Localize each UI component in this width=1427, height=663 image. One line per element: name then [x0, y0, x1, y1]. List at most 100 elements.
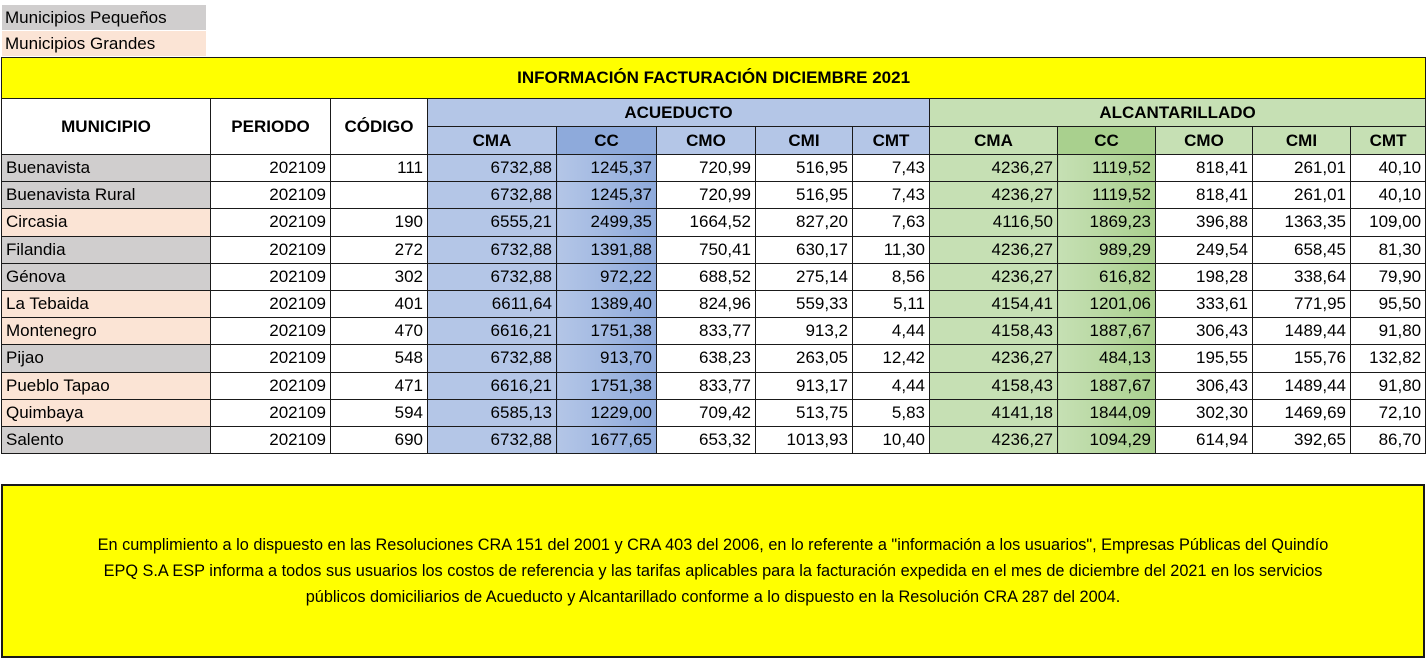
- cell-alcantarillado-cma: 4236,27: [929, 181, 1058, 210]
- cell-acueducto-cmo: 1664,52: [656, 208, 756, 237]
- cell-acueducto-cmt: 4,44: [852, 317, 930, 346]
- cell-alcantarillado-cma: 4236,27: [929, 153, 1058, 183]
- cell-acueducto-cmt: 11,30: [852, 235, 930, 264]
- cell-acueducto-cc: 1751,38: [556, 317, 657, 346]
- cell-acueducto-cmi: 827,20: [755, 208, 853, 237]
- cell-alcantarillado-cc: 616,82: [1057, 262, 1156, 291]
- cell-alcantarillado-cc: 1869,23: [1057, 208, 1156, 237]
- table-row: Montenegro 202109 470 6616,21 1751,38 833,77 9…: [1, 317, 1427, 346]
- cell-alcantarillado-cc: 1887,67: [1057, 371, 1156, 400]
- cell-municipio: Montenegro: [1, 317, 211, 346]
- cell-municipio: Pijao: [1, 344, 211, 373]
- cell-codigo: 471: [330, 371, 428, 400]
- table-row: Pueblo Tapao 202109 471 6616,21 1751,38 833,7…: [1, 371, 1427, 400]
- cell-periodo: 202109: [210, 425, 331, 455]
- cell-periodo: 202109: [210, 208, 331, 237]
- cell-acueducto-cmt: 5,83: [852, 398, 930, 427]
- cell-acueducto-cmi: 513,75: [755, 398, 853, 427]
- cell-acueducto-cmt: 5,11: [852, 289, 930, 319]
- legend-large-municipalities: Municipios Grandes: [2, 31, 206, 56]
- cell-alcantarillado-cc: 1887,67: [1057, 317, 1156, 346]
- cell-periodo: 202109: [210, 235, 331, 264]
- cell-alcantarillado-cmi: 658,45: [1252, 235, 1351, 264]
- header-alcantarillado: ALCANTARILLADO: [928, 98, 1427, 127]
- cell-acueducto-cc: 1245,37: [556, 153, 657, 183]
- cell-acueducto-cmi: 630,17: [755, 235, 853, 264]
- cell-alcantarillado-cmi: 1469,69: [1252, 398, 1351, 427]
- cell-alcantarillado-cc: 1119,52: [1057, 181, 1156, 210]
- cell-acueducto-cmi: 559,33: [755, 289, 853, 319]
- cell-alcantarillado-cc: 989,29: [1057, 235, 1156, 264]
- cell-alcantarillado-cma: 4236,27: [929, 425, 1058, 455]
- cell-codigo: 302: [330, 262, 428, 291]
- cell-alcantarillado-cmo: 333,61: [1155, 289, 1253, 319]
- cell-periodo: 202109: [210, 344, 331, 373]
- header-alcantarillado-cmt: CMT: [1349, 126, 1427, 155]
- cell-municipio: Génova: [1, 262, 211, 291]
- cell-municipio: Buenavista: [1, 153, 211, 183]
- cell-codigo: 111: [330, 153, 428, 183]
- cell-periodo: 202109: [210, 262, 331, 291]
- table-row: Filandia 202109 272 6732,88 1391,88 750,41 630…: [1, 235, 1427, 264]
- cell-acueducto-cmi: 263,05: [755, 344, 853, 373]
- cell-acueducto-cma: 6616,21: [427, 371, 557, 400]
- cell-alcantarillado-cmi: 338,64: [1252, 262, 1351, 291]
- cell-alcantarillado-cmo: 302,30: [1155, 398, 1253, 427]
- cell-alcantarillado-cmo: 306,43: [1155, 371, 1253, 400]
- cell-acueducto-cc: 1391,88: [556, 235, 657, 264]
- cell-alcantarillado-cc: 1119,52: [1057, 153, 1156, 183]
- cell-alcantarillado-cmt: 86,70: [1349, 425, 1427, 455]
- cell-alcantarillado-cma: 4236,27: [929, 262, 1058, 291]
- table-row: Génova 202109 302 6732,88 972,22 688,52 275,14…: [1, 262, 1427, 291]
- header-acueducto-cc: CC: [556, 126, 657, 155]
- cell-acueducto-cmt: 7,43: [852, 153, 930, 183]
- header-acueducto-cmo: CMO: [656, 126, 756, 155]
- legend-small-municipalities: Municipios Pequeños: [2, 5, 206, 30]
- cell-alcantarillado-cmi: 261,01: [1252, 153, 1351, 183]
- cell-periodo: 202109: [210, 398, 331, 427]
- cell-acueducto-cmt: 7,43: [852, 181, 930, 210]
- cell-alcantarillado-cmt: 91,80: [1349, 371, 1427, 400]
- table-row: Buenavista Rural 202109 6732,88 1245,37 720,…: [1, 181, 1427, 210]
- cell-codigo: [330, 181, 428, 210]
- billing-table: INFORMACIÓN FACTURACIÓN DICIEMBRE 2021 M…: [0, 57, 1427, 455]
- cell-municipio: Buenavista Rural: [1, 181, 211, 210]
- cell-acueducto-cmi: 913,2: [755, 317, 853, 346]
- header-alcantarillado-cma: CMA: [929, 126, 1058, 155]
- cell-municipio: Quimbaya: [1, 398, 211, 427]
- cell-acueducto-cc: 1245,37: [556, 181, 657, 210]
- header-alcantarillado-cmi: CMI: [1252, 126, 1351, 155]
- cell-acueducto-cmi: 913,17: [755, 371, 853, 400]
- cell-municipio: Circasia: [1, 208, 211, 237]
- cell-acueducto-cma: 6616,21: [427, 317, 557, 346]
- notice-line: En cumplimiento a lo dispuesto en las Re…: [97, 536, 1329, 554]
- cell-periodo: 202109: [210, 181, 331, 210]
- cell-codigo: 272: [330, 235, 428, 264]
- cell-acueducto-cmt: 4,44: [852, 371, 930, 400]
- cell-acueducto-cmt: 7,63: [852, 208, 930, 237]
- cell-acueducto-cma: 6611,64: [427, 289, 557, 319]
- cell-alcantarillado-cma: 4158,43: [929, 371, 1058, 400]
- cell-acueducto-cmt: 10,40: [852, 425, 930, 455]
- cell-alcantarillado-cmt: 95,50: [1349, 289, 1427, 319]
- cell-acueducto-cmo: 833,77: [656, 371, 756, 400]
- table-row: Pijao 202109 548 6732,88 913,70 638,23 263,05 1…: [1, 344, 1427, 373]
- cell-alcantarillado-cmo: 198,28: [1155, 262, 1253, 291]
- table-row: Buenavista 202109 111 6732,88 1245,37 720,99 5…: [1, 153, 1427, 183]
- cell-acueducto-cmi: 275,14: [755, 262, 853, 291]
- cell-alcantarillado-cmi: 1489,44: [1252, 317, 1351, 346]
- cell-acueducto-cma: 6732,88: [427, 153, 557, 183]
- cell-alcantarillado-cma: 4141,18: [929, 398, 1058, 427]
- cell-acueducto-cma: 6732,88: [427, 181, 557, 210]
- cell-acueducto-cmo: 688,52: [656, 262, 756, 291]
- cell-alcantarillado-cc: 1201,06: [1057, 289, 1156, 319]
- cell-alcantarillado-cma: 4154,41: [929, 289, 1058, 319]
- cell-alcantarillado-cmt: 132,82: [1349, 344, 1427, 373]
- cell-periodo: 202109: [210, 153, 331, 183]
- cell-acueducto-cmo: 750,41: [656, 235, 756, 264]
- cell-acueducto-cma: 6732,88: [427, 262, 557, 291]
- cell-acueducto-cmo: 833,77: [656, 317, 756, 346]
- cell-acueducto-cc: 2499,35: [556, 208, 657, 237]
- header-acueducto: ACUEDUCTO: [427, 98, 930, 127]
- cell-acueducto-cma: 6732,88: [427, 425, 557, 455]
